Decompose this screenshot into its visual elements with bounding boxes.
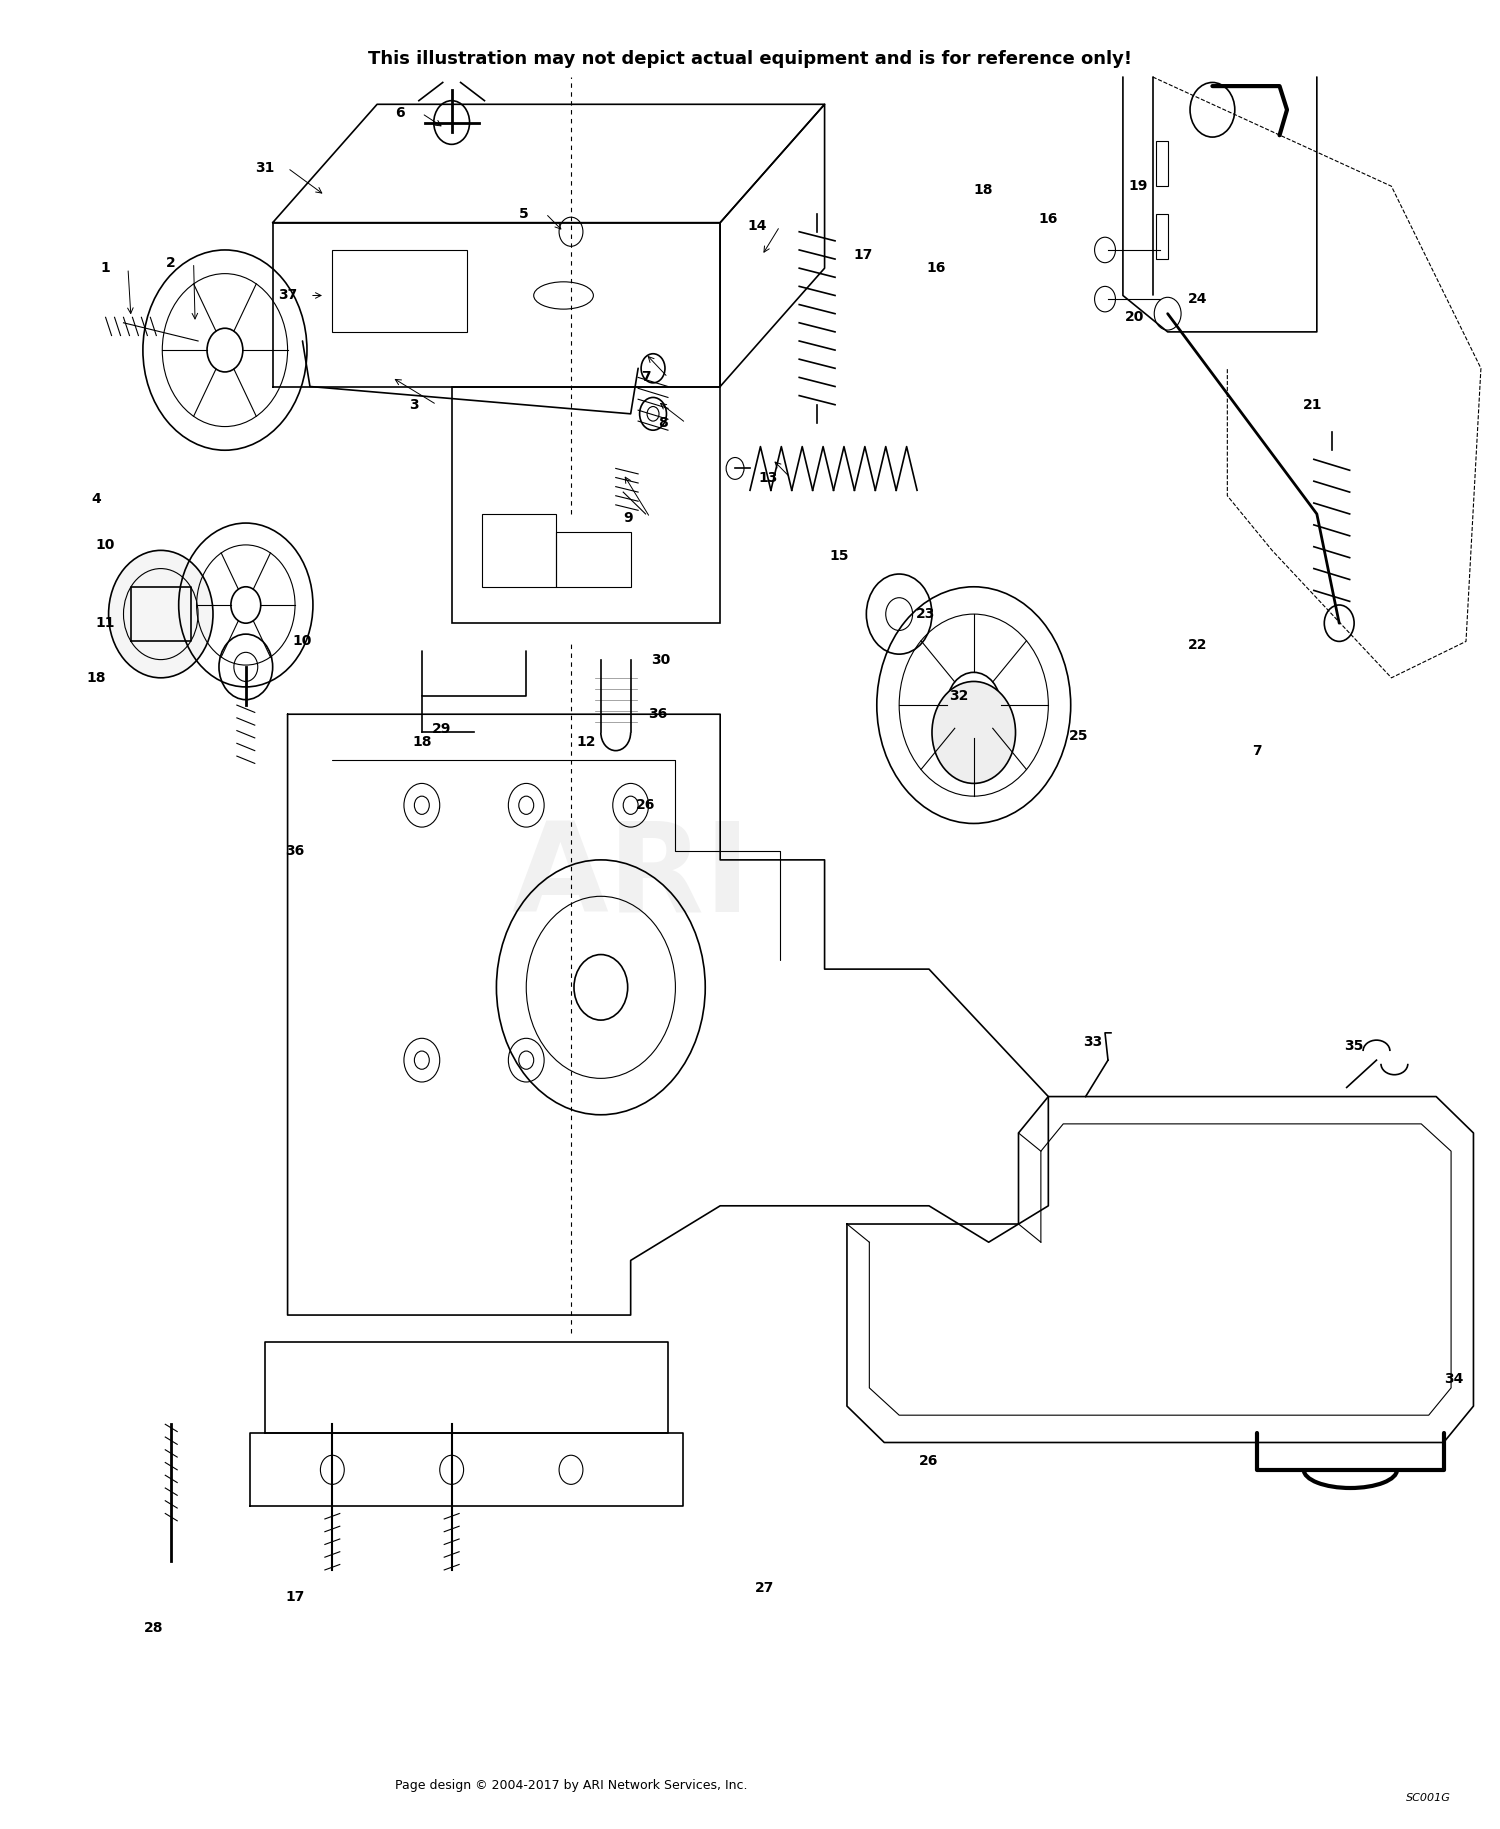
Text: 17: 17 xyxy=(853,249,873,262)
Text: 28: 28 xyxy=(144,1620,164,1635)
Text: 22: 22 xyxy=(1188,638,1208,653)
Text: 18: 18 xyxy=(413,735,432,748)
Text: 14: 14 xyxy=(747,219,766,234)
Text: 37: 37 xyxy=(278,289,297,302)
Text: 9: 9 xyxy=(622,510,633,525)
Text: 2: 2 xyxy=(166,256,176,269)
Text: 27: 27 xyxy=(754,1580,774,1595)
Text: 21: 21 xyxy=(1302,397,1322,412)
Text: 4: 4 xyxy=(92,492,102,507)
Text: 30: 30 xyxy=(651,653,670,666)
Text: 17: 17 xyxy=(285,1589,304,1604)
Text: 19: 19 xyxy=(1128,179,1148,194)
Text: 16: 16 xyxy=(927,262,946,274)
Text: 10: 10 xyxy=(292,635,312,649)
Bar xyxy=(482,514,556,587)
Text: 15: 15 xyxy=(830,549,849,563)
Text: 7: 7 xyxy=(640,371,651,384)
Text: This illustration may not depict actual equipment and is for reference only!: This illustration may not depict actual … xyxy=(368,49,1132,68)
Text: 25: 25 xyxy=(1068,730,1088,743)
Text: Page design © 2004-2017 by ARI Network Services, Inc.: Page design © 2004-2017 by ARI Network S… xyxy=(394,1780,747,1792)
Text: 35: 35 xyxy=(1344,1039,1364,1052)
Bar xyxy=(333,251,466,331)
Text: 7: 7 xyxy=(1252,744,1262,757)
Text: 36: 36 xyxy=(648,708,668,721)
Circle shape xyxy=(108,551,213,679)
Text: 20: 20 xyxy=(1125,311,1144,324)
Text: 18: 18 xyxy=(974,183,993,198)
Text: 29: 29 xyxy=(432,722,451,735)
Text: SC001G: SC001G xyxy=(1406,1792,1450,1803)
Text: 5: 5 xyxy=(519,207,528,221)
Text: 26: 26 xyxy=(920,1454,939,1467)
Text: 8: 8 xyxy=(658,415,669,430)
Text: 11: 11 xyxy=(96,616,116,631)
Text: 13: 13 xyxy=(758,470,777,485)
Text: 32: 32 xyxy=(950,690,969,702)
Circle shape xyxy=(932,682,1016,783)
Bar xyxy=(1155,214,1167,260)
Text: 26: 26 xyxy=(636,797,656,812)
Bar xyxy=(556,532,630,587)
Text: 10: 10 xyxy=(96,538,116,552)
Bar xyxy=(1155,141,1167,187)
Text: 18: 18 xyxy=(87,671,106,684)
Text: 36: 36 xyxy=(285,843,304,858)
Text: 1: 1 xyxy=(100,262,111,274)
Text: 31: 31 xyxy=(255,161,274,176)
Text: 3: 3 xyxy=(410,397,419,412)
Text: 24: 24 xyxy=(1188,293,1208,305)
Text: 16: 16 xyxy=(1038,212,1058,227)
Text: 23: 23 xyxy=(916,607,936,622)
Text: 34: 34 xyxy=(1444,1372,1464,1386)
Text: ARI: ARI xyxy=(512,818,750,938)
Text: 12: 12 xyxy=(576,735,596,748)
Text: 6: 6 xyxy=(394,106,405,121)
Text: 33: 33 xyxy=(1083,1035,1102,1050)
Bar xyxy=(452,386,720,624)
